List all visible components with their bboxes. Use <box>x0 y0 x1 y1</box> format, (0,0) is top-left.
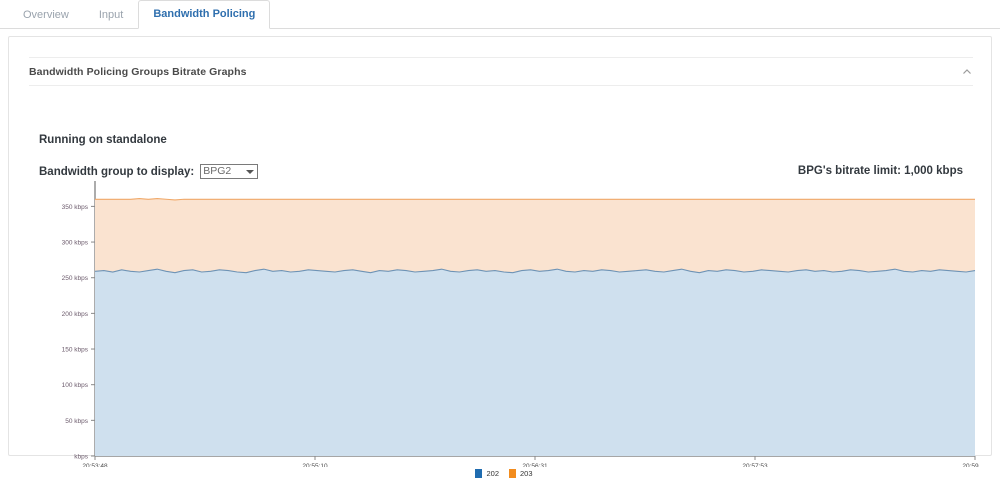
legend-label-203: 203 <box>520 469 533 478</box>
tab-bar: Overview Input Bandwidth Policing <box>0 0 1000 29</box>
bandwidth-group-select[interactable]: BPG2 <box>200 164 259 179</box>
chart-svg: kbps 50 kbps 100 kbps 150 kbps 200 kbps 250 k… <box>62 181 979 467</box>
panel-title: Bandwidth Policing Groups Bitrate Graphs <box>29 65 247 78</box>
svg-text:200 kbps: 200 kbps <box>62 311 89 318</box>
chevron-down-icon <box>246 169 255 174</box>
tab-bandwidth-policing[interactable]: Bandwidth Policing <box>138 0 271 29</box>
bitrate-area-chart: kbps 50 kbps 100 kbps 150 kbps 200 kbps 250 k… <box>29 177 979 487</box>
svg-text:50 kbps: 50 kbps <box>65 418 89 425</box>
tab-input[interactable]: Input <box>98 9 124 21</box>
bitrate-limit-text: BPG's bitrate limit: 1,000 kbps <box>797 165 963 177</box>
bandwidth-group-control-row: Bandwidth group to display: BPG2 <box>39 164 259 179</box>
svg-text:350 kbps: 350 kbps <box>62 204 89 211</box>
bandwidth-policing-card: Bandwidth Policing Groups Bitrate Graphs… <box>8 36 992 478</box>
svg-text:300 kbps: 300 kbps <box>62 240 89 247</box>
legend-swatch-202 <box>475 469 483 478</box>
chart-legend: 202 203 <box>29 469 979 478</box>
legend-item-202[interactable]: 202 <box>475 469 499 478</box>
legend-swatch-203 <box>509 469 516 478</box>
tab-overview[interactable]: Overview <box>23 9 69 21</box>
bandwidth-group-label: Bandwidth group to display: <box>39 165 195 178</box>
running-status-text: Running on standalone <box>39 134 167 146</box>
bandwidth-group-select-value: BPG2 <box>203 165 232 177</box>
panel-header-bitrate-graphs[interactable]: Bandwidth Policing Groups Bitrate Graphs <box>29 57 973 86</box>
svg-text:100 kbps: 100 kbps <box>62 382 89 389</box>
legend-label-202: 202 <box>486 469 499 478</box>
chevron-up-icon[interactable] <box>961 66 973 78</box>
svg-text:150 kbps: 150 kbps <box>62 347 89 354</box>
svg-text:kbps: kbps <box>74 454 88 461</box>
svg-text:250 kbps: 250 kbps <box>62 275 89 282</box>
legend-item-203[interactable]: 203 <box>509 469 533 478</box>
